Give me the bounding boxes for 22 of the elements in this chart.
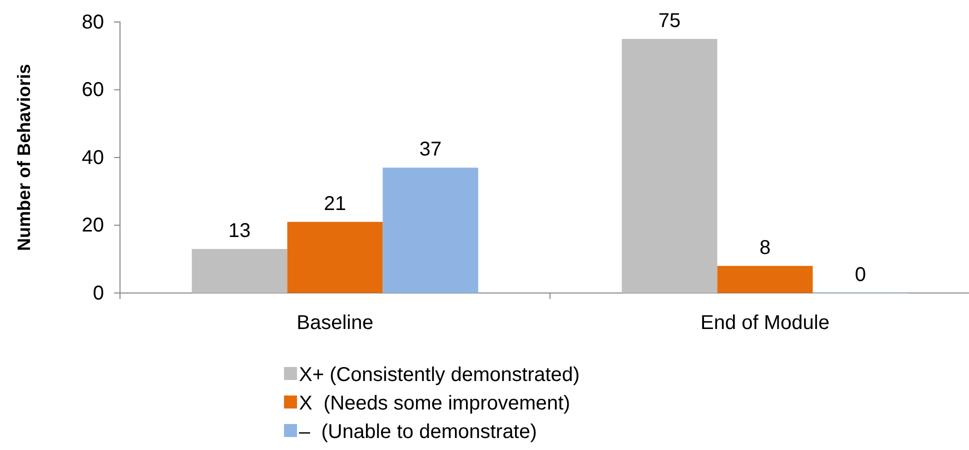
- bar: [717, 266, 813, 293]
- data-label: 8: [759, 236, 771, 259]
- bar: [287, 222, 383, 293]
- y-tick-label: 60: [82, 79, 104, 102]
- data-label: 75: [658, 10, 681, 32]
- legend-label: X (Needs some improvement): [299, 392, 570, 414]
- bar: [192, 248, 288, 293]
- x-tick-label: End of Module: [700, 312, 830, 334]
- data-label: 21: [324, 192, 346, 215]
- legend-label: X+ (Consistently demonstrated): [299, 364, 580, 386]
- data-label: 13: [228, 220, 251, 242]
- data-label: 0: [854, 264, 866, 286]
- y-tick-label: 0: [92, 282, 104, 304]
- y-tick-label: 80: [82, 11, 104, 34]
- bar: [382, 168, 478, 293]
- x-tick-label: Baseline: [296, 312, 374, 334]
- data-label: 37: [419, 138, 442, 161]
- y-tick-label: 20: [82, 214, 104, 237]
- y-axis-title: Number of Behavioris: [14, 64, 34, 252]
- legend-label: – (Unable to demonstrate): [299, 421, 537, 443]
- bar: [622, 38, 718, 293]
- y-tick-label: 40: [82, 146, 104, 169]
